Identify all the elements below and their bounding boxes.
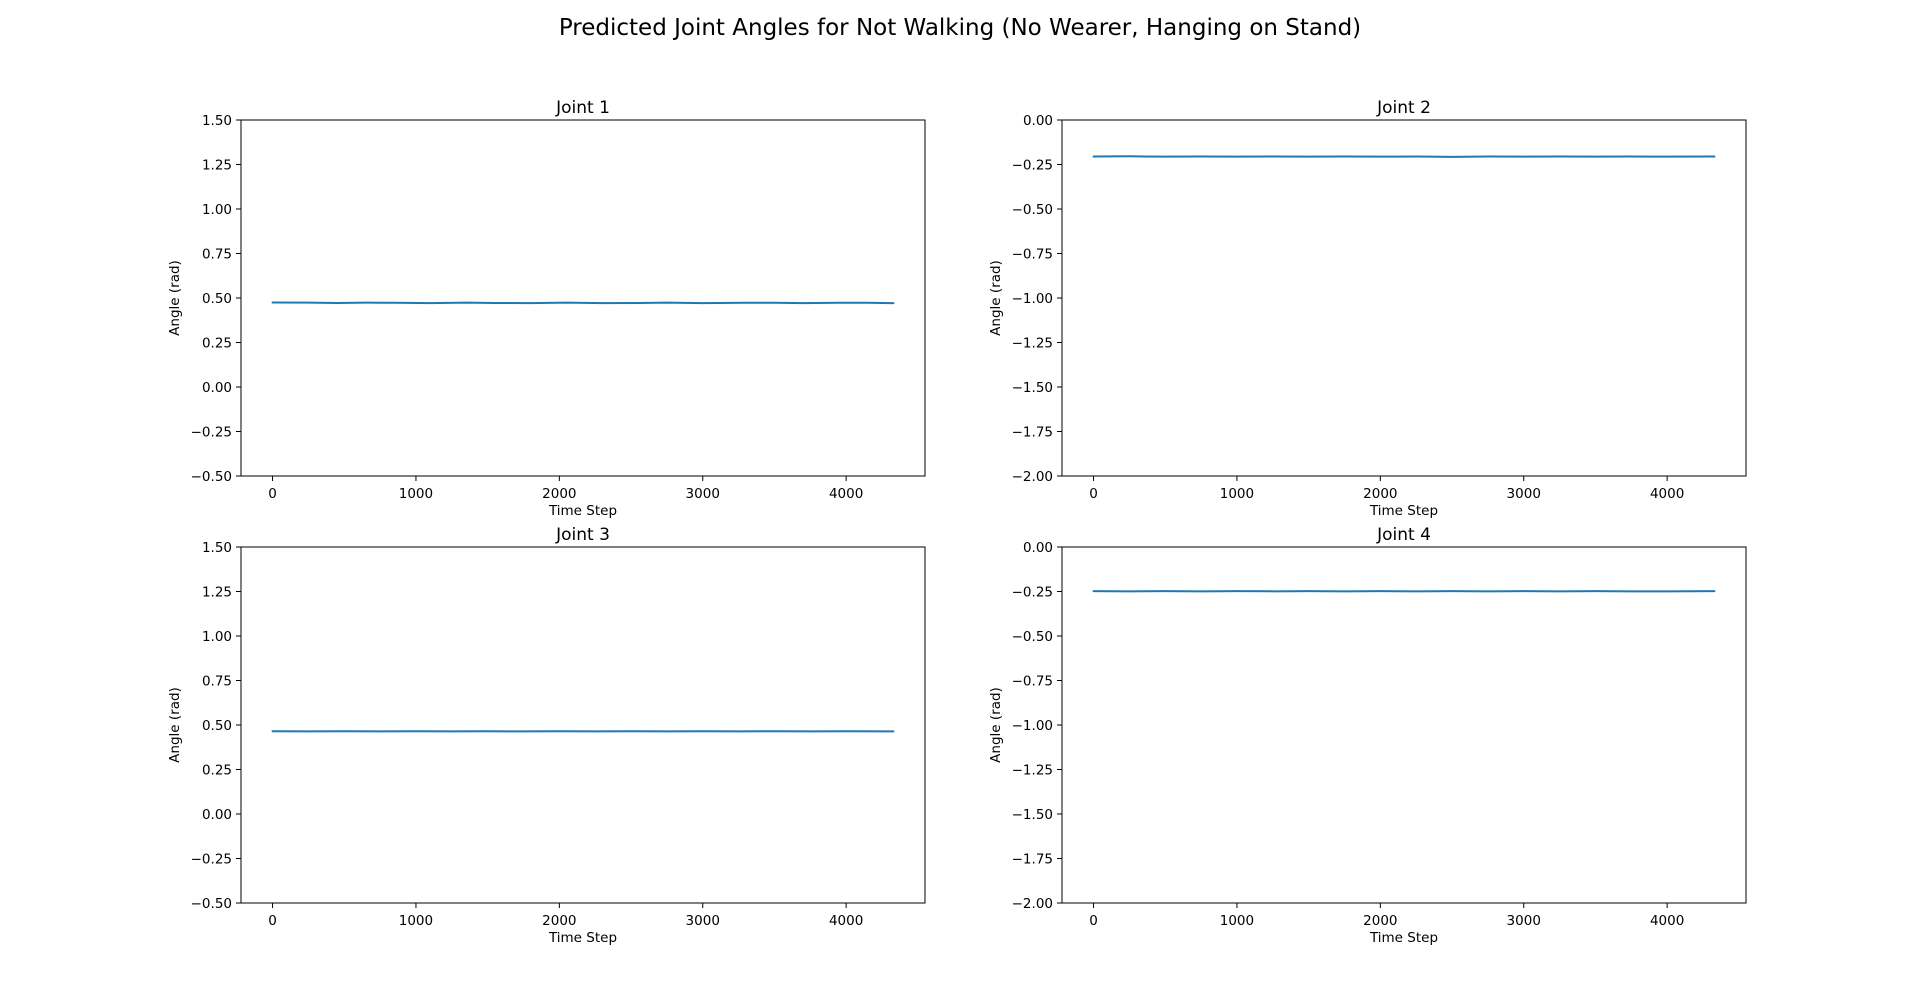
y-tick-label: 1.25 <box>202 158 232 174</box>
y-tick-label: 0.00 <box>202 380 232 396</box>
y-tick-label: −0.25 <box>1012 158 1053 174</box>
series-line <box>271 301 895 305</box>
x-tick-label: 2000 <box>1363 913 1397 929</box>
x-tick-label: 1000 <box>399 486 433 502</box>
x-tick-label: 3000 <box>686 486 720 502</box>
y-tick-label: 1.00 <box>202 202 232 218</box>
y-tick-label: −1.00 <box>1012 291 1053 307</box>
x-tick-label: 3000 <box>686 913 720 929</box>
y-tick-label: −0.25 <box>191 852 232 868</box>
y-tick-label: −0.25 <box>191 425 232 441</box>
series-line <box>1092 155 1716 158</box>
subplot-joint-1: 0 1000 2000 3000 4000 −0.50 −0.25 0.00 0.25 0.50 0… <box>167 98 926 519</box>
subplot-title: Joint 2 <box>1376 98 1431 118</box>
y-axis-label: Angle (rad) <box>988 260 1004 336</box>
y-tick-label: 0.50 <box>202 291 232 307</box>
x-tick-label: 1000 <box>399 913 433 929</box>
x-tick-label: 2000 <box>1363 486 1397 502</box>
y-tick-label: 0.25 <box>202 763 232 779</box>
x-tick-label: 4000 <box>829 486 863 502</box>
y-tick-label: −1.25 <box>1012 336 1053 352</box>
x-axis-label: Time Step <box>548 930 617 946</box>
y-tick-label: −1.25 <box>1012 763 1053 779</box>
figure-title: Predicted Joint Angles for Not Walking (… <box>559 15 1361 41</box>
y-tick-label: −1.50 <box>1012 807 1053 823</box>
y-axis-label: Angle (rad) <box>167 260 183 336</box>
x-tick-label: 4000 <box>1650 486 1684 502</box>
subplot-title: Joint 3 <box>555 525 610 545</box>
y-tick-label: 1.25 <box>202 585 232 601</box>
x-tick-label: 0 <box>268 486 277 502</box>
y-tick-label: −2.00 <box>1012 896 1053 912</box>
y-tick-label: −0.75 <box>1012 247 1053 263</box>
y-tick-label: 0.00 <box>202 807 232 823</box>
y-tick-label: 0.50 <box>202 718 232 734</box>
subplot-title: Joint 1 <box>555 98 610 118</box>
x-tick-label: 0 <box>1089 486 1098 502</box>
y-tick-label: 0.00 <box>1023 113 1053 129</box>
x-axis-label: Time Step <box>1369 930 1438 946</box>
y-tick-label: −0.50 <box>1012 629 1053 645</box>
y-tick-label: 0.75 <box>202 247 232 263</box>
x-tick-label: 2000 <box>542 913 576 929</box>
subplot-title: Joint 4 <box>1376 525 1431 545</box>
y-tick-label: 1.50 <box>202 540 232 556</box>
y-tick-label: 1.00 <box>202 629 232 645</box>
y-tick-label: −0.25 <box>1012 585 1053 601</box>
subplot-joint-2: 0 1000 2000 3000 4000 −2.00 −1.75 −1.50 −1.25 −1.… <box>988 98 1747 519</box>
y-tick-label: −0.50 <box>191 469 232 485</box>
y-tick-label: −0.50 <box>1012 202 1053 218</box>
x-tick-label: 4000 <box>1650 913 1684 929</box>
y-tick-label: −1.00 <box>1012 718 1053 734</box>
y-tick-label: −2.00 <box>1012 469 1053 485</box>
x-tick-label: 1000 <box>1220 913 1254 929</box>
y-tick-label: −0.50 <box>191 896 232 912</box>
x-axis-label: Time Step <box>548 503 617 519</box>
y-tick-label: −1.75 <box>1012 425 1053 441</box>
y-axis-label: Angle (rad) <box>167 687 183 763</box>
x-axis-label: Time Step <box>1369 503 1438 519</box>
y-tick-label: 0.75 <box>202 674 232 690</box>
y-tick-label: 1.50 <box>202 113 232 129</box>
x-tick-label: 2000 <box>542 486 576 502</box>
y-tick-label: −0.75 <box>1012 674 1053 690</box>
axes-layer: 0 1000 2000 3000 4000 −0.50 −0.25 0.00 0.25 0.50 0… <box>167 98 1747 946</box>
x-tick-label: 4000 <box>829 913 863 929</box>
y-axis-label: Angle (rad) <box>988 687 1004 763</box>
x-tick-label: 3000 <box>1507 913 1541 929</box>
x-tick-label: 0 <box>1089 913 1098 929</box>
x-tick-label: 1000 <box>1220 486 1254 502</box>
x-tick-label: 3000 <box>1507 486 1541 502</box>
y-tick-label: −1.50 <box>1012 380 1053 396</box>
y-tick-label: −1.75 <box>1012 852 1053 868</box>
x-tick-label: 0 <box>268 913 277 929</box>
y-tick-label: 0.00 <box>1023 540 1053 556</box>
y-tick-label: 0.25 <box>202 336 232 352</box>
subplot-joint-3: 0 1000 2000 3000 4000 −0.50 −0.25 0.00 0.25 0.50 0… <box>167 525 926 946</box>
subplot-joint-4: 0 1000 2000 3000 4000 −2.00 −1.75 −1.50 −1.25 −1.… <box>988 525 1747 946</box>
